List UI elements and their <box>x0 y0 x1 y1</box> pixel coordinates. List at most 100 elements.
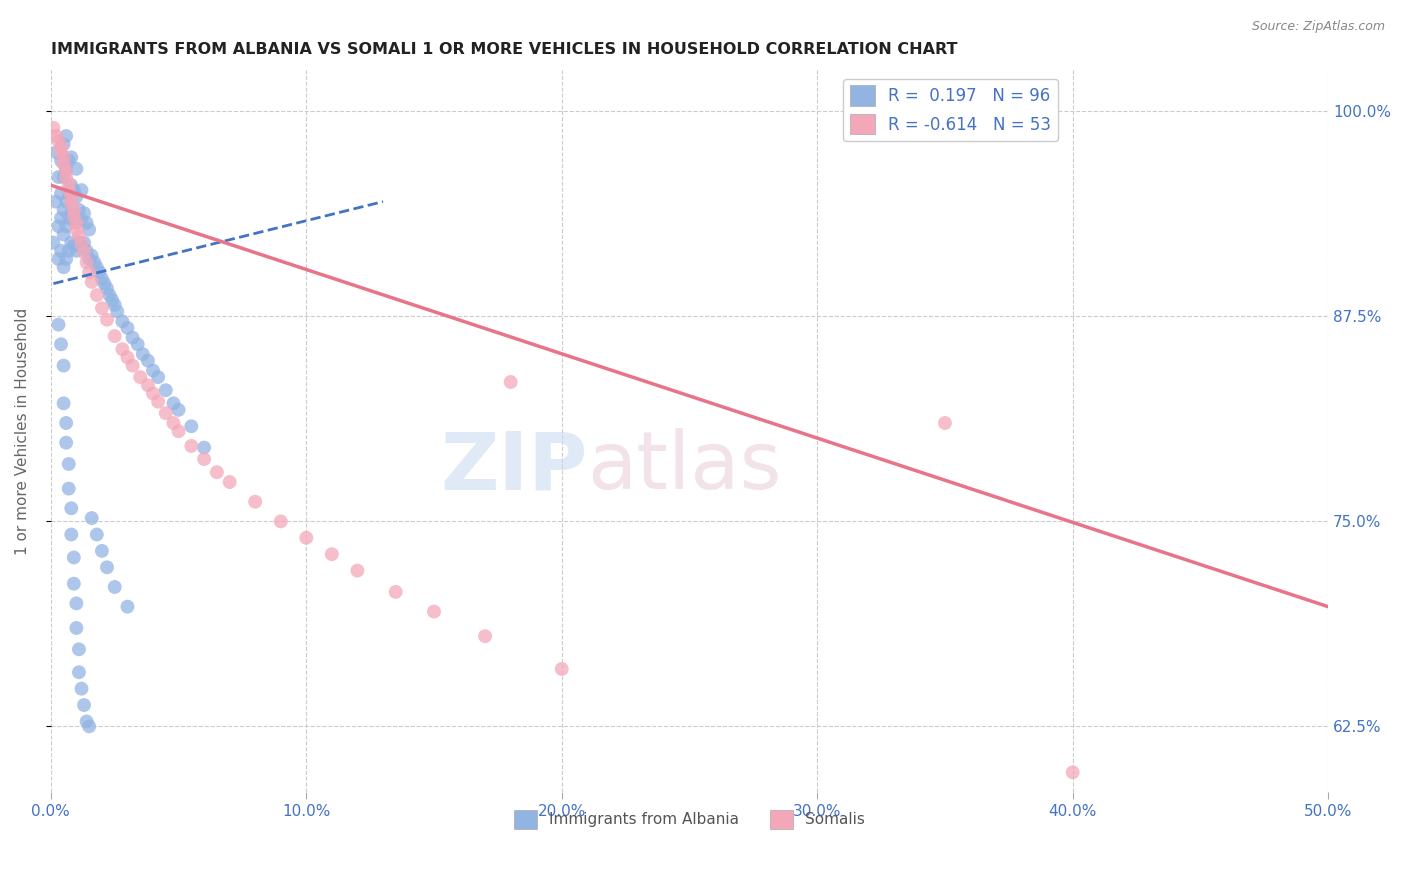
Point <box>117 599 139 614</box>
Point <box>49 337 72 351</box>
Point <box>193 452 215 467</box>
Point <box>142 386 165 401</box>
Point <box>55 435 77 450</box>
Point <box>70 183 93 197</box>
Point <box>76 244 98 258</box>
Point <box>58 482 80 496</box>
Point <box>70 212 93 227</box>
Point <box>73 245 96 260</box>
Point <box>52 137 75 152</box>
Point <box>423 605 446 619</box>
Point <box>63 576 86 591</box>
Point <box>63 550 86 565</box>
Point <box>48 252 70 266</box>
Point <box>76 216 98 230</box>
Point <box>96 281 118 295</box>
Point <box>270 515 292 529</box>
Point <box>63 211 86 225</box>
Point <box>49 145 72 160</box>
Point <box>70 681 93 696</box>
Point <box>67 235 90 250</box>
Point <box>48 134 70 148</box>
Point <box>121 331 143 345</box>
Point <box>63 183 86 197</box>
Point <box>49 153 72 168</box>
Point <box>52 396 75 410</box>
Point <box>142 363 165 377</box>
Point <box>52 227 75 242</box>
Point <box>76 255 98 269</box>
Point <box>83 255 105 269</box>
Point <box>63 210 86 224</box>
Point <box>111 314 134 328</box>
Point <box>162 416 184 430</box>
Point <box>55 416 77 430</box>
Point <box>127 337 149 351</box>
Point <box>73 235 96 250</box>
Point <box>98 288 121 302</box>
Point <box>45 128 67 143</box>
Point <box>45 145 67 160</box>
Point <box>58 153 80 168</box>
Point <box>58 457 80 471</box>
Point <box>49 244 72 258</box>
Point <box>55 169 77 184</box>
Point <box>101 293 124 307</box>
Point <box>55 128 77 143</box>
Point <box>49 211 72 225</box>
Text: ZIP: ZIP <box>440 428 588 507</box>
Point <box>155 383 177 397</box>
Point <box>60 501 83 516</box>
Point <box>96 560 118 574</box>
Point <box>86 527 108 541</box>
Point <box>146 370 169 384</box>
Point <box>77 265 100 279</box>
Point <box>70 237 93 252</box>
Point <box>48 219 70 234</box>
Point <box>52 359 75 373</box>
Point <box>55 194 77 209</box>
Point <box>52 150 75 164</box>
Point <box>321 547 343 561</box>
Point <box>132 347 155 361</box>
Point <box>60 206 83 220</box>
Point <box>86 260 108 275</box>
Point <box>65 216 87 230</box>
Point <box>136 353 159 368</box>
Point <box>80 511 103 525</box>
Point <box>65 190 87 204</box>
Point <box>90 544 112 558</box>
Point <box>934 416 956 430</box>
Point <box>104 580 127 594</box>
Point <box>45 194 67 209</box>
Point <box>65 621 87 635</box>
Point <box>80 249 103 263</box>
Point <box>67 665 90 680</box>
Point <box>167 424 190 438</box>
Point <box>52 157 75 171</box>
Point <box>167 403 190 417</box>
Point <box>90 301 112 316</box>
Point <box>77 719 100 733</box>
Point <box>384 585 406 599</box>
Point <box>117 351 139 365</box>
Text: Source: ZipAtlas.com: Source: ZipAtlas.com <box>1251 20 1385 33</box>
Point <box>67 229 90 244</box>
Point <box>60 150 83 164</box>
Point <box>48 169 70 184</box>
Point <box>90 271 112 285</box>
Point <box>499 375 522 389</box>
Point <box>70 239 93 253</box>
Point <box>55 161 77 176</box>
Point <box>93 277 115 291</box>
Point <box>117 321 139 335</box>
Point <box>162 396 184 410</box>
Point <box>77 222 100 236</box>
Point <box>65 216 87 230</box>
Point <box>111 342 134 356</box>
Point <box>86 288 108 302</box>
Point <box>180 419 202 434</box>
Point <box>58 244 80 258</box>
Point <box>55 219 77 234</box>
Point <box>60 527 83 541</box>
